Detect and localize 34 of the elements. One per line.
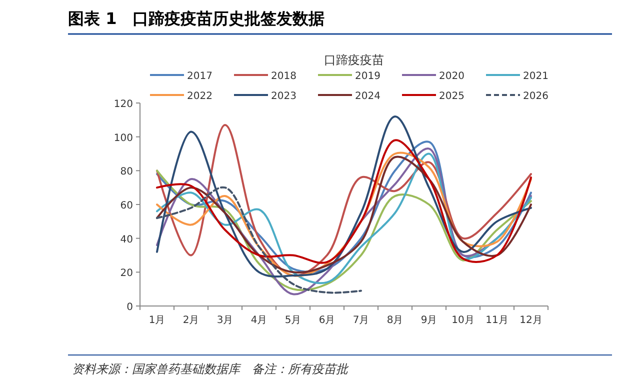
y-tick-label: 20 xyxy=(120,268,133,280)
legend-label: 2022 xyxy=(187,91,212,102)
x-tick-label: 2月 xyxy=(182,315,200,326)
y-tick-label: 40 xyxy=(120,234,133,246)
x-tick-label: 11月 xyxy=(486,315,508,326)
x-tick-label: 4月 xyxy=(250,315,268,326)
x-tick-label: 12月 xyxy=(520,315,542,326)
x-tick-label: 5月 xyxy=(284,315,302,326)
y-tick-label: 80 xyxy=(120,166,133,178)
legend-label: 2024 xyxy=(355,91,380,102)
text: 资料来源：国家兽药基础数据库 备注：所有疫苗批 xyxy=(72,362,349,376)
line-series xyxy=(156,186,362,294)
legend-label: 2023 xyxy=(271,91,296,102)
x-tick-label: 1月 xyxy=(148,315,166,326)
x-tick-label: 10月 xyxy=(452,315,474,326)
legend-label: 2018 xyxy=(271,71,296,82)
chart-subtitle: 口蹄疫疫苗 xyxy=(324,53,384,67)
legend-label: 2021 xyxy=(523,71,548,82)
chart-title: 图表 1 口蹄疫疫苗历史批签发数据 xyxy=(68,9,325,28)
line-series xyxy=(156,170,532,292)
legend-label: 2025 xyxy=(439,91,464,102)
legend-label: 2017 xyxy=(187,71,212,82)
x-tick-label: 9月 xyxy=(420,315,438,326)
y-tick-label: 100 xyxy=(114,132,133,144)
x-tick-label: 3月 xyxy=(216,315,234,326)
x-tick-label: 6月 xyxy=(318,315,336,326)
y-tick-label: 0 xyxy=(126,302,133,313)
x-tick-label: 8月 xyxy=(386,315,404,326)
x-tick-label: 7月 xyxy=(352,315,370,326)
legend-label: 2026 xyxy=(523,91,548,102)
legend-label: 2020 xyxy=(439,71,464,82)
legend-label: 2019 xyxy=(355,71,380,82)
y-tick-label: 60 xyxy=(120,200,133,212)
y-tick-label: 120 xyxy=(114,99,133,110)
